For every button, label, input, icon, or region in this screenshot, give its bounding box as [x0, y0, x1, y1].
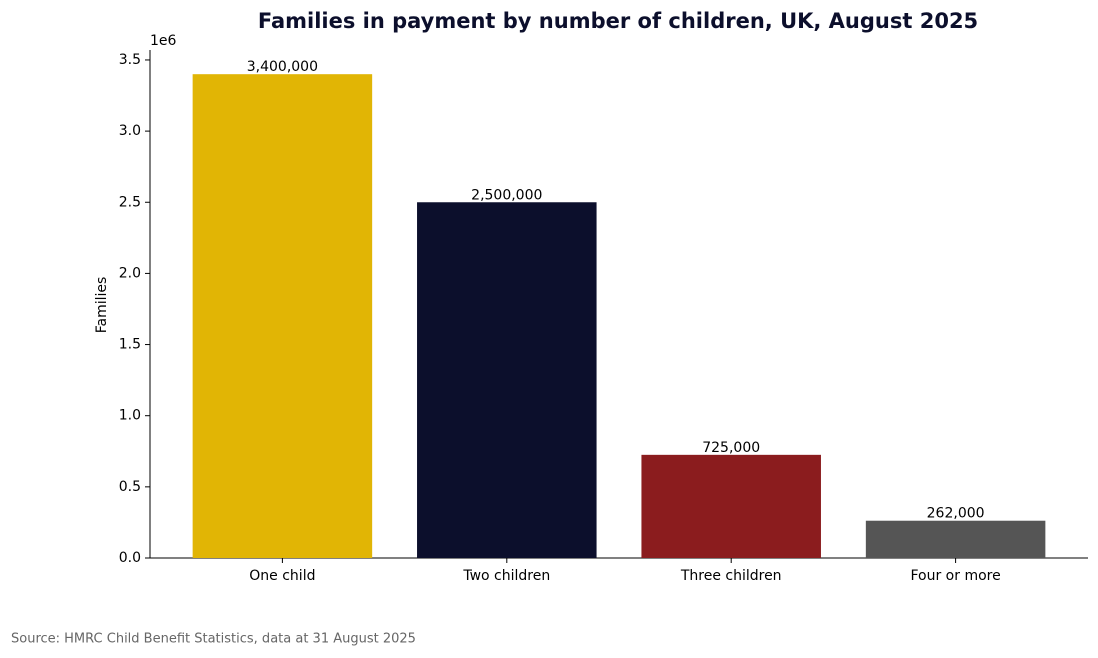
chart-title: Families in payment by number of childre… [258, 9, 978, 33]
x-tick-label: Four or more [910, 568, 1000, 584]
y-tick-label: 1.5 [119, 337, 141, 353]
bar [192, 74, 373, 558]
y-tick-label: 2.0 [119, 265, 141, 281]
y-offset-label: 1e6 [150, 33, 177, 49]
value-label: 725,000 [702, 440, 760, 456]
y-tick-label: 3.0 [119, 123, 141, 139]
x-tick-label: Two children [462, 568, 550, 584]
y-tick-label: 1.0 [119, 408, 141, 424]
y-tick-label: 0.5 [119, 479, 141, 495]
value-label: 3,400,000 [247, 59, 318, 75]
y-tick-label: 0.0 [119, 550, 141, 566]
bar [865, 520, 1046, 558]
bar [641, 454, 821, 558]
source-note: Source: HMRC Child Benefit Statistics, d… [11, 632, 416, 647]
y-tick-label: 3.5 [119, 52, 141, 68]
x-tick-label: Three children [680, 568, 782, 584]
y-axis-label: Families [94, 277, 110, 334]
x-tick-label: One child [249, 568, 315, 584]
bar [417, 202, 597, 559]
value-label: 262,000 [927, 506, 985, 522]
value-label: 2,500,000 [471, 187, 542, 203]
y-tick-label: 2.5 [119, 194, 141, 210]
